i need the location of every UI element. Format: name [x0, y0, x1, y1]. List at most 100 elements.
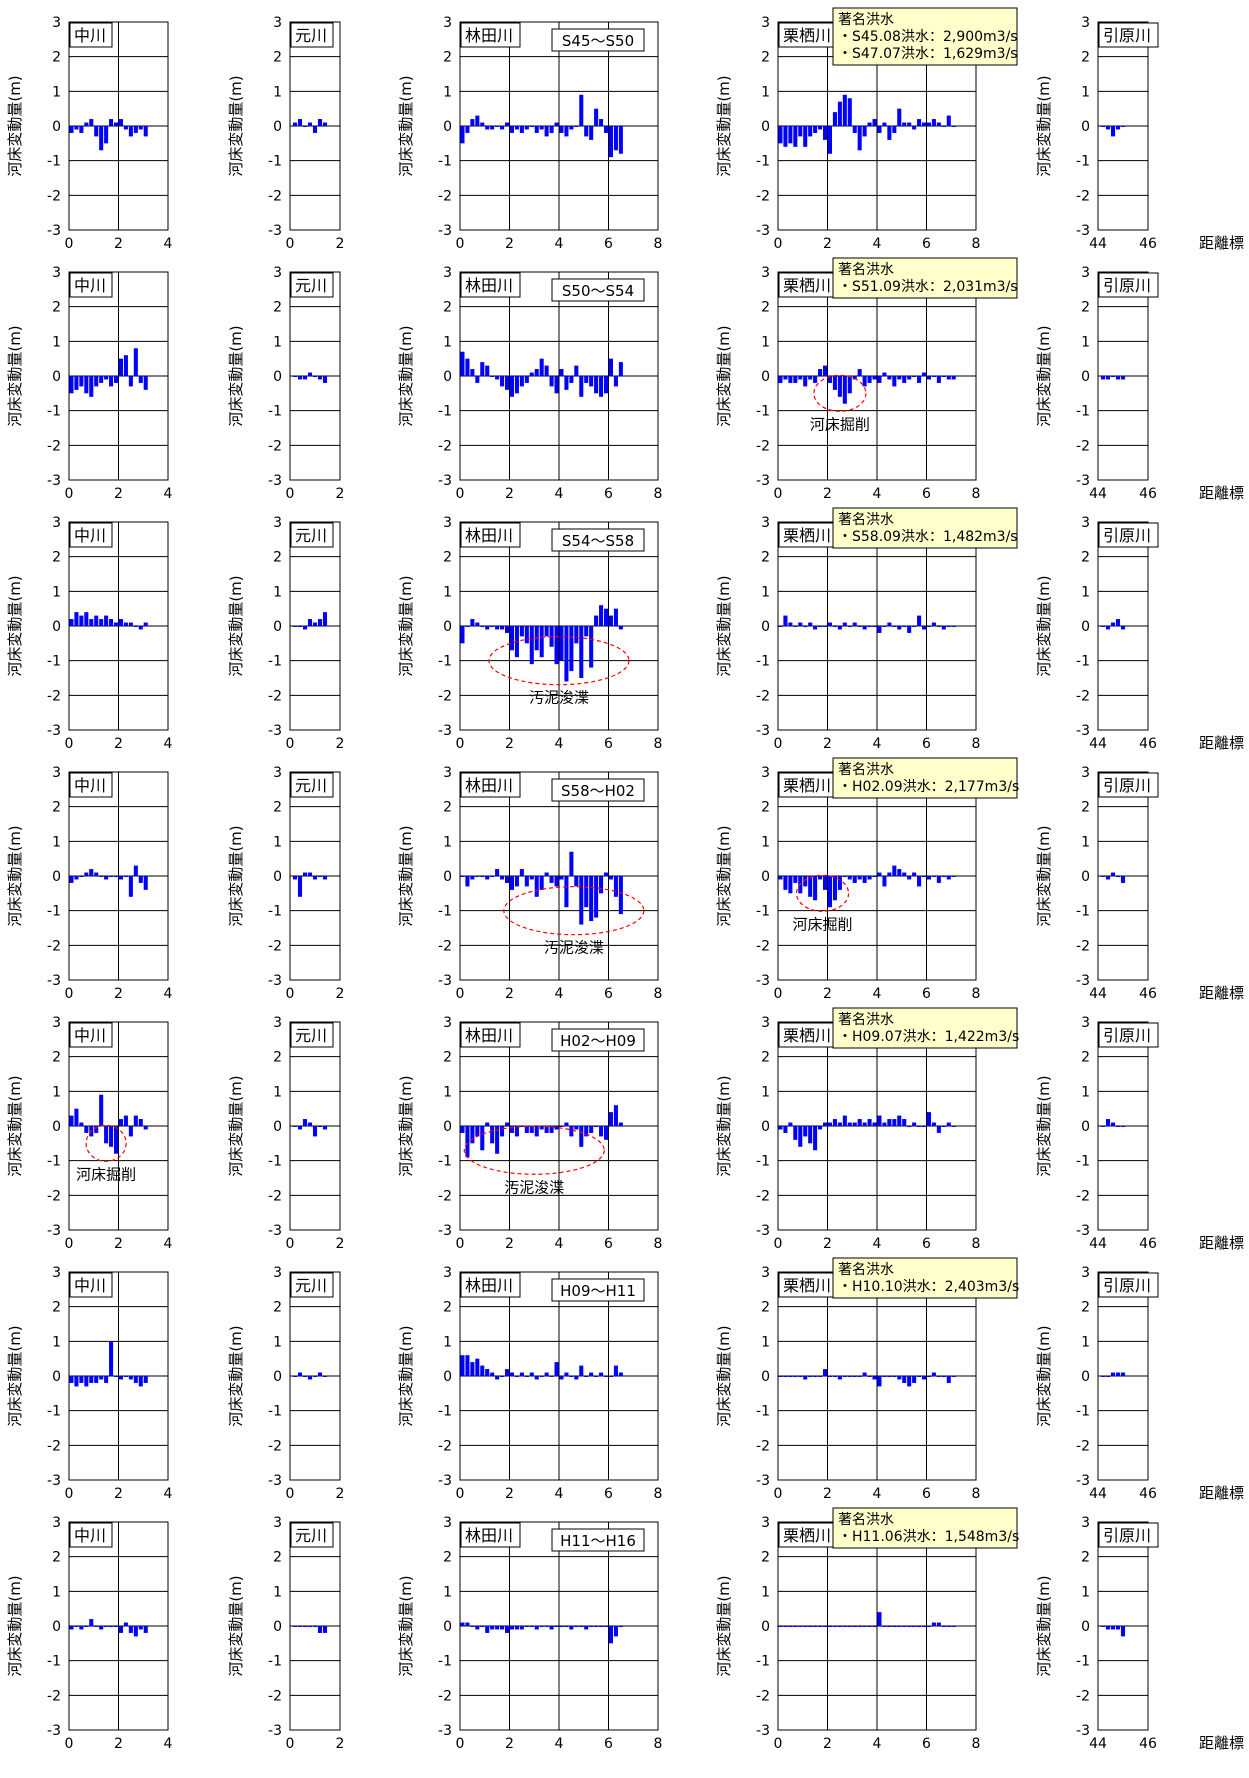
bar [504, 376, 510, 390]
bar [822, 626, 828, 627]
bar [534, 876, 539, 897]
y-tick-label: 1 [761, 84, 770, 100]
bar [584, 1126, 589, 1137]
bar [847, 626, 852, 627]
bar [951, 626, 956, 627]
y-tick-label: -3 [1076, 973, 1090, 989]
bar [118, 619, 124, 626]
bar [1105, 126, 1111, 130]
bar [297, 626, 303, 627]
bar [534, 126, 539, 133]
bar [882, 122, 887, 126]
bar [554, 1626, 559, 1627]
bar [1100, 376, 1106, 380]
y-tick-label: -3 [756, 473, 770, 489]
y-axis-label: 河床変動量(m) [397, 325, 415, 426]
bar [89, 1376, 94, 1383]
y-tick-label: -2 [47, 1438, 61, 1454]
river-label: 林田川 [465, 1026, 513, 1045]
bar [951, 376, 956, 380]
y-tick-label: -3 [438, 723, 452, 739]
bar [519, 869, 524, 876]
y-tick-label: 1 [761, 584, 770, 600]
river-label-box [69, 22, 113, 48]
y-tick-label: -3 [47, 223, 61, 239]
bar [84, 872, 89, 876]
bar [475, 1626, 480, 1630]
river-label-box [778, 1272, 839, 1298]
plot-frame [68, 1271, 169, 1481]
bar [808, 126, 813, 137]
bar [539, 1376, 544, 1377]
river-label-box [290, 272, 334, 298]
bar [941, 876, 946, 877]
y-tick-label: -1 [268, 1654, 282, 1670]
bar [822, 365, 828, 376]
x-tick-label: 46 [1139, 1486, 1157, 1502]
bar [813, 376, 818, 383]
bar [94, 615, 99, 626]
bar [594, 376, 599, 394]
bar [808, 376, 813, 380]
bar [128, 1626, 133, 1633]
x-axis-label: 距離標 [1199, 1234, 1244, 1252]
bar [584, 1626, 589, 1630]
bar [877, 872, 882, 876]
bar [887, 622, 892, 626]
bar [460, 126, 465, 144]
period-label-box [551, 278, 645, 302]
plot-frame [459, 21, 659, 231]
bar [931, 876, 936, 877]
annotation-ellipse [488, 636, 630, 686]
bar [599, 1126, 604, 1137]
x-tick-label: 0 [774, 736, 783, 752]
bar [822, 1626, 828, 1627]
x-tick-label: 8 [972, 236, 981, 252]
bar [951, 1626, 956, 1627]
y-tick-label: 2 [273, 800, 282, 816]
y-tick-label: -2 [438, 1688, 452, 1704]
bar [128, 376, 133, 387]
bar [877, 1376, 882, 1387]
bar [832, 376, 837, 390]
x-tick-label: 0 [286, 1236, 295, 1252]
bar [912, 1626, 917, 1627]
bar [500, 1626, 505, 1630]
bar [138, 1376, 143, 1387]
bar [842, 622, 847, 626]
bar [902, 1119, 907, 1126]
x-tick-label: 2 [336, 486, 345, 502]
bar [892, 626, 897, 627]
y-tick-label: -3 [268, 973, 282, 989]
x-tick-label: 6 [922, 1486, 931, 1502]
bar [941, 126, 946, 127]
y-tick-label: 3 [52, 515, 61, 531]
flood-info-line: ・S51.09洪水：2,031m3/s [838, 279, 1018, 295]
bar [1120, 1372, 1126, 1376]
bar [495, 126, 500, 127]
y-tick-label: -1 [47, 904, 61, 920]
bar [912, 872, 917, 876]
bar [902, 376, 907, 383]
river-label-box [69, 1022, 113, 1048]
y-tick-label: 2 [1081, 1050, 1090, 1066]
bar [788, 1376, 793, 1377]
x-tick-label: 0 [65, 486, 74, 502]
bar [138, 1119, 143, 1126]
y-tick-label: 2 [1081, 50, 1090, 66]
flood-info-line: ・H11.06洪水：1,548m3/s [838, 1529, 1019, 1545]
x-tick-label: 0 [456, 1486, 465, 1502]
bar [84, 612, 89, 626]
bar [857, 626, 862, 627]
bar [618, 362, 623, 376]
bar [897, 869, 902, 876]
bar [302, 872, 308, 876]
bar [143, 376, 148, 390]
y-tick-label: -1 [47, 654, 61, 670]
river-label-box [290, 1522, 334, 1548]
bar [94, 126, 99, 137]
period-label: S58～H02 [561, 782, 635, 800]
bar [564, 376, 569, 390]
bar [534, 1126, 539, 1137]
